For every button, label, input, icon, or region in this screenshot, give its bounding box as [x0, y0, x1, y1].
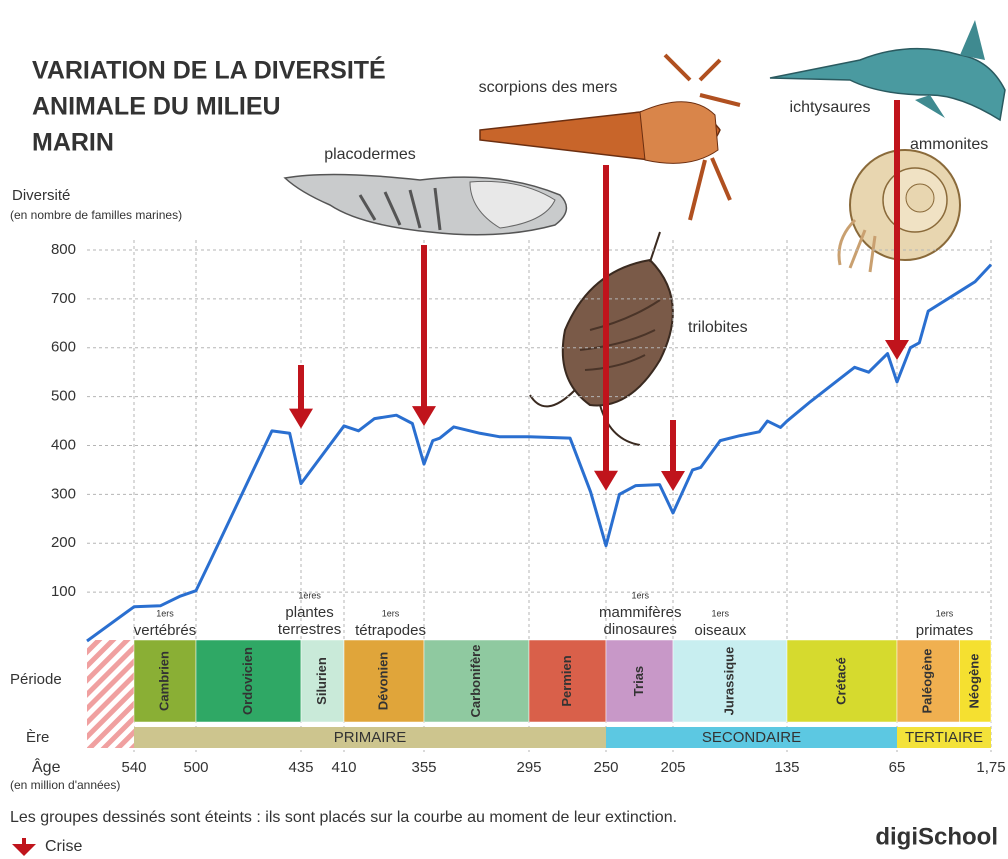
crisis-arrow	[412, 245, 436, 426]
period-row-label: Période	[10, 671, 62, 688]
y-tick-label: 200	[51, 534, 76, 551]
event-label: terrestres	[278, 621, 341, 638]
x-tick-label: 500	[183, 759, 208, 776]
event-superscript: 1ers	[711, 608, 729, 618]
event-superscript: 1ers	[382, 608, 400, 618]
period-label: Néogène	[967, 654, 982, 709]
y-tick-label: 600	[51, 339, 76, 356]
x-tick-label: 65	[889, 759, 906, 776]
y-tick-label: 400	[51, 436, 76, 453]
x-axis-sublabel: (en million d'années)	[10, 778, 120, 792]
period-label: Silurien	[314, 657, 329, 705]
y-axis-sublabel: (en nombre de familles marines)	[10, 208, 182, 222]
y-axis-label: Diversité	[12, 187, 70, 204]
event-label: dinosaures	[604, 621, 677, 638]
x-tick-label: 250	[593, 759, 618, 776]
title-line: MARIN	[32, 129, 114, 157]
brand-logo: digiSchool	[875, 823, 998, 850]
era-label: SECONDAIRE	[702, 729, 801, 746]
event-superscript: 1ers	[156, 608, 174, 618]
x-tick-label: 410	[331, 759, 356, 776]
period-label: Dévonien	[375, 652, 390, 711]
period-label: Carbonifère	[468, 645, 483, 718]
era-label: PRIMAIRE	[334, 729, 407, 746]
x-tick-label: 435	[288, 759, 313, 776]
group-label: trilobites	[688, 319, 748, 336]
event-superscript: 1ers	[631, 590, 649, 600]
x-tick-label: 540	[121, 759, 146, 776]
period-label: Permien	[559, 655, 574, 706]
group-label: ichtysaures	[790, 99, 871, 116]
legend-label: Crise	[45, 838, 82, 855]
period-label: Jurassique	[721, 647, 736, 716]
event-label: primates	[916, 622, 974, 639]
legend-arrow	[12, 838, 36, 856]
period-label: Trias	[631, 666, 646, 696]
era-label: TERTIAIRE	[905, 729, 983, 746]
group-label: ammonites	[910, 136, 988, 153]
infographic: VARIATION DE LA DIVERSITÉ ANIMALE DU MIL…	[0, 0, 1008, 859]
y-tick-label: 100	[51, 583, 76, 600]
event-superscript: 1ères	[298, 590, 321, 600]
period-label: Ordovicien	[240, 647, 255, 715]
y-tick-label: 700	[51, 290, 76, 307]
placoderm-illustration	[285, 174, 566, 234]
x-axis-label: Âge	[32, 757, 61, 776]
x-tick-label: 1,75	[976, 759, 1005, 776]
crisis-arrow	[661, 420, 685, 491]
period-label: Crétacé	[833, 657, 848, 705]
x-tick-label: 135	[774, 759, 799, 776]
event-label: mammifères	[599, 604, 682, 621]
y-tick-label: 800	[51, 241, 76, 258]
title: VARIATION DE LA DIVERSITÉ ANIMALE DU MIL…	[32, 56, 386, 157]
title-line: VARIATION DE LA DIVERSITÉ	[32, 56, 386, 85]
title-line: ANIMALE DU MILIEU	[32, 93, 281, 121]
event-label: tétrapodes	[355, 622, 426, 639]
event-label: plantes	[285, 604, 333, 621]
unnamed-period	[87, 640, 134, 748]
event-label: oiseaux	[694, 622, 746, 639]
x-tick-label: 205	[660, 759, 685, 776]
diversity-line	[87, 265, 991, 641]
x-tick-label: 355	[411, 759, 436, 776]
event-superscript: 1ers	[936, 608, 954, 618]
period-label: Paléogène	[920, 648, 935, 713]
period-label: Cambrien	[156, 651, 171, 711]
y-tick-label: 300	[51, 485, 76, 502]
trilobite-illustration	[530, 232, 673, 445]
event-label: vertébrés	[134, 622, 197, 639]
group-label: scorpions des mers	[479, 79, 618, 96]
era-row-label: Ère	[26, 729, 49, 746]
group-label: placodermes	[324, 146, 416, 163]
footnote: Les groupes dessinés sont éteints : ils …	[10, 809, 677, 826]
x-tick-label: 295	[516, 759, 541, 776]
y-tick-label: 500	[51, 388, 76, 405]
